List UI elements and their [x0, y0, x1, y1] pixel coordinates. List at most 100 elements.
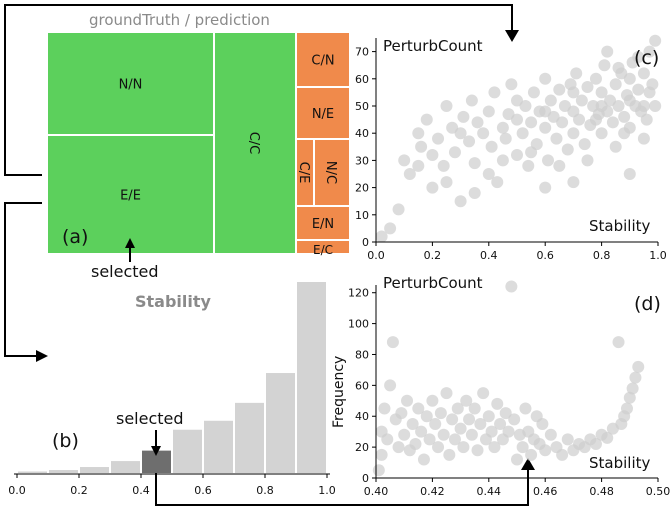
histogram-bar[interactable]: [111, 461, 140, 473]
scatter-c-point[interactable]: [598, 59, 611, 72]
scatter-d-point[interactable]: [457, 441, 470, 454]
scatter-c-point[interactable]: [601, 45, 614, 58]
scatter-c-point[interactable]: [488, 86, 501, 99]
scatter-d-point[interactable]: [477, 387, 490, 400]
histogram-bar[interactable]: [173, 429, 202, 473]
scatter-c-point[interactable]: [550, 132, 563, 145]
scatter-c-point[interactable]: [463, 135, 476, 148]
scatter-d-point[interactable]: [460, 394, 473, 407]
scatter-c-point[interactable]: [589, 72, 602, 85]
scatter-c-point[interactable]: [412, 127, 425, 140]
scatter-d-point[interactable]: [561, 433, 574, 446]
scatter-c-point[interactable]: [556, 116, 569, 129]
scatter-c-point[interactable]: [578, 138, 591, 151]
scatter-d-point[interactable]: [451, 402, 464, 415]
scatter-d-point[interactable]: [494, 417, 507, 430]
scatter-c-point[interactable]: [581, 80, 594, 93]
scatter-c-point[interactable]: [623, 94, 636, 107]
scatter-d-point[interactable]: [601, 431, 614, 444]
scatter-d-point[interactable]: [426, 394, 439, 407]
scatter-c-point[interactable]: [618, 127, 631, 140]
scatter-c-point[interactable]: [632, 83, 645, 96]
scatter-c-point[interactable]: [440, 176, 453, 189]
scatter-c-point[interactable]: [539, 72, 552, 85]
scatter-d-point[interactable]: [471, 444, 484, 457]
scatter-d-point[interactable]: [468, 402, 481, 415]
scatter-d-point[interactable]: [395, 407, 408, 420]
scatter-d-point[interactable]: [434, 407, 447, 420]
scatter-d-point[interactable]: [386, 336, 399, 349]
scatter-c-point[interactable]: [437, 159, 450, 172]
scatter-d-point[interactable]: [446, 413, 459, 426]
treemap-cell-e-c[interactable]: [297, 241, 349, 253]
scatter-d-point[interactable]: [375, 448, 388, 461]
scatter-c-point[interactable]: [595, 127, 608, 140]
scatter-c-point[interactable]: [643, 45, 656, 58]
scatter-c-point[interactable]: [522, 159, 535, 172]
treemap-cell-e-e[interactable]: [48, 136, 213, 253]
scatter-c-point[interactable]: [511, 113, 523, 126]
scatter-d-point[interactable]: [420, 410, 433, 423]
scatter-c-point[interactable]: [426, 148, 439, 161]
scatter-c-point[interactable]: [609, 140, 622, 153]
scatter-c-point[interactable]: [649, 34, 662, 47]
scatter-d-point[interactable]: [525, 448, 538, 461]
scatter-c-point[interactable]: [632, 51, 645, 64]
scatter-c-point[interactable]: [637, 100, 650, 112]
scatter-d-point[interactable]: [417, 453, 430, 466]
scatter-d-point[interactable]: [454, 422, 467, 435]
scatter-d-point[interactable]: [499, 407, 512, 420]
scatter-c-point[interactable]: [573, 113, 586, 126]
scatter-c-point[interactable]: [567, 176, 580, 189]
scatter-c-point[interactable]: [539, 105, 552, 118]
scatter-c-point[interactable]: [415, 140, 428, 153]
scatter-c-point[interactable]: [511, 148, 523, 161]
scatter-d-point[interactable]: [406, 417, 419, 430]
scatter-d-point[interactable]: [429, 417, 442, 430]
scatter-d-point[interactable]: [589, 438, 602, 451]
scatter-c-point[interactable]: [553, 83, 566, 96]
scatter-d-point[interactable]: [398, 428, 411, 441]
scatter-c-point[interactable]: [454, 127, 467, 140]
scatter-d-point[interactable]: [516, 441, 529, 454]
scatter-c-point[interactable]: [477, 127, 490, 140]
scatter-d-point[interactable]: [508, 413, 521, 426]
scatter-d-point[interactable]: [401, 394, 414, 407]
scatter-c-point[interactable]: [375, 230, 388, 243]
scatter-c-point[interactable]: [482, 105, 495, 118]
histogram-bar[interactable]: [49, 470, 78, 473]
scatter-d-point[interactable]: [632, 360, 645, 373]
histogram-bar[interactable]: [266, 373, 295, 473]
scatter-c-point[interactable]: [649, 100, 662, 112]
scatter-c-point[interactable]: [496, 121, 509, 134]
scatter-d-point[interactable]: [412, 402, 425, 415]
treemap-cell-n-c[interactable]: [315, 140, 349, 205]
histogram-bar[interactable]: [235, 402, 264, 473]
scatter-d-point[interactable]: [440, 387, 453, 400]
scatter-c-point[interactable]: [392, 203, 405, 216]
scatter-d-point[interactable]: [409, 438, 422, 451]
scatter-c-point[interactable]: [637, 67, 650, 80]
scatter-d-point[interactable]: [443, 448, 456, 461]
scatter-c-point[interactable]: [398, 154, 411, 167]
histogram-bar[interactable]: [80, 467, 109, 473]
scatter-c-point[interactable]: [637, 132, 650, 145]
scatter-c-point[interactable]: [623, 72, 636, 85]
histogram-bar[interactable]: [142, 450, 171, 473]
scatter-d-point[interactable]: [623, 391, 636, 404]
treemap-cell-e-n[interactable]: [297, 207, 349, 239]
scatter-c-point[interactable]: [525, 116, 538, 129]
scatter-c-point[interactable]: [581, 154, 594, 167]
scatter-c-point[interactable]: [403, 168, 416, 180]
scatter-c-point[interactable]: [595, 100, 608, 112]
scatter-c-point[interactable]: [440, 100, 453, 112]
scatter-d-point[interactable]: [502, 425, 515, 438]
scatter-c-point[interactable]: [468, 157, 481, 170]
scatter-d-point[interactable]: [505, 280, 518, 293]
scatter-d-point[interactable]: [432, 441, 445, 454]
scatter-c-point[interactable]: [575, 94, 588, 107]
scatter-d-point[interactable]: [539, 444, 552, 457]
scatter-d-point[interactable]: [372, 464, 385, 477]
treemap-cell-c-n[interactable]: [297, 33, 349, 86]
scatter-d-point[interactable]: [536, 417, 549, 430]
